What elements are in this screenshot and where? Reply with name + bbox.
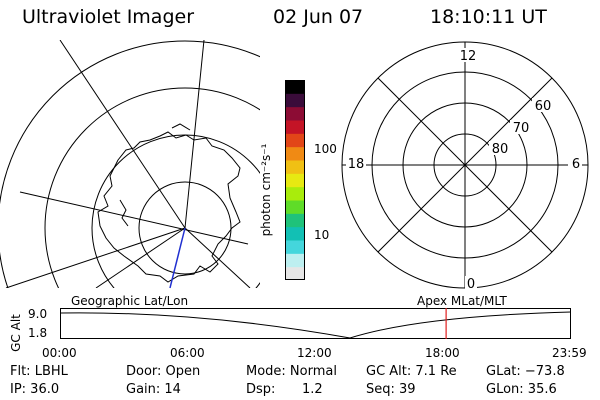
gc-alt-field: GC Alt: 7.1 Re (366, 364, 457, 379)
polar-label-70: 70 (513, 121, 530, 136)
colorbar-band (285, 106, 305, 121)
colorbar-band (285, 213, 305, 228)
seq-field: Seq: 39 (366, 382, 416, 397)
longitude-line (19, 191, 249, 245)
colorbar-unit-label: photon cm⁻²s⁻¹ (259, 143, 273, 237)
door-field: Door: Open (126, 364, 201, 379)
colorbar-tick-10: 10 (314, 228, 330, 242)
altitude-curve (60, 311, 572, 339)
colorbar-band (285, 253, 305, 268)
colorbar-band (285, 186, 305, 201)
polar-label-60: 60 (535, 99, 552, 114)
timeline-y-min: 1.8 (28, 326, 48, 340)
orbit-altitude-timeline (60, 308, 572, 339)
mode-field: Mode: Normal (246, 364, 337, 379)
satellite-ground-track (169, 227, 186, 289)
ip-field: IP: 36.0 (10, 382, 60, 397)
timeline-y-label: GC Alt (9, 314, 23, 352)
coastline-detail (119, 199, 129, 227)
apex-panel-label: Apex MLat/MLT (417, 294, 507, 308)
latitude-circle (138, 181, 232, 275)
timeline-tick-1800: 18:00 (425, 346, 460, 360)
colorbar-band (285, 146, 305, 161)
polar-label-top: 12 (460, 49, 477, 64)
colorbar-band (285, 200, 305, 214)
timeline-y-max: 9.0 (28, 307, 48, 321)
colorbar-band (285, 133, 305, 148)
observation-date: 02 Jun 07 (273, 6, 364, 28)
colorbar-band (285, 120, 305, 134)
longitude-line (184, 40, 205, 229)
timeline-tick-0000: 00:00 (42, 346, 77, 360)
longitude-line (184, 227, 251, 288)
colorbar-band (285, 240, 305, 254)
polar-label-80: 80 (492, 142, 509, 157)
geographic-map (0, 40, 260, 289)
polar-label-left: 18 (348, 157, 365, 172)
colorbar-band (285, 173, 305, 188)
colorbar-band (285, 266, 305, 280)
coastline (97, 131, 241, 283)
timeline-frame (60, 308, 571, 339)
colorbar-band (285, 226, 305, 241)
latitude-circle (44, 87, 260, 288)
colorbar-band (285, 80, 305, 94)
latitude-circle (0, 40, 260, 288)
dsp-value: 1.2 (302, 382, 323, 397)
dsp-label: Dsp: (246, 382, 276, 397)
longitude-line (95, 227, 186, 288)
polar-label-bottom: 0 (467, 277, 475, 290)
polar-meridian (377, 77, 553, 253)
polar-mlt-plot: 12 0 18 6 60 70 80 (341, 41, 589, 290)
filter-field: Flt: LBHL (10, 364, 68, 379)
colorbar-band (285, 93, 305, 108)
longitude-line (59, 40, 186, 229)
polar-label-right: 6 (572, 157, 580, 172)
longitude-line (5, 227, 186, 288)
glon-field: GLon: 35.6 (486, 382, 557, 397)
timeline-tick-0600: 06:00 (170, 346, 205, 360)
geographic-panel-label: Geographic Lat/Lon (71, 294, 189, 308)
color-scale-bar (285, 80, 305, 280)
gain-field: Gain: 14 (126, 382, 181, 397)
timeline-tick-2359: 23:59 (552, 346, 587, 360)
glat-field: GLat: −73.8 (486, 364, 565, 379)
coastline-detail (171, 123, 191, 131)
timeline-tick-1200: 12:00 (297, 346, 332, 360)
colorbar-tick-100: 100 (314, 142, 337, 156)
instrument-title: Ultraviolet Imager (22, 6, 195, 28)
colorbar-band (285, 160, 305, 174)
observation-time: 18:10:11 UT (430, 6, 547, 28)
